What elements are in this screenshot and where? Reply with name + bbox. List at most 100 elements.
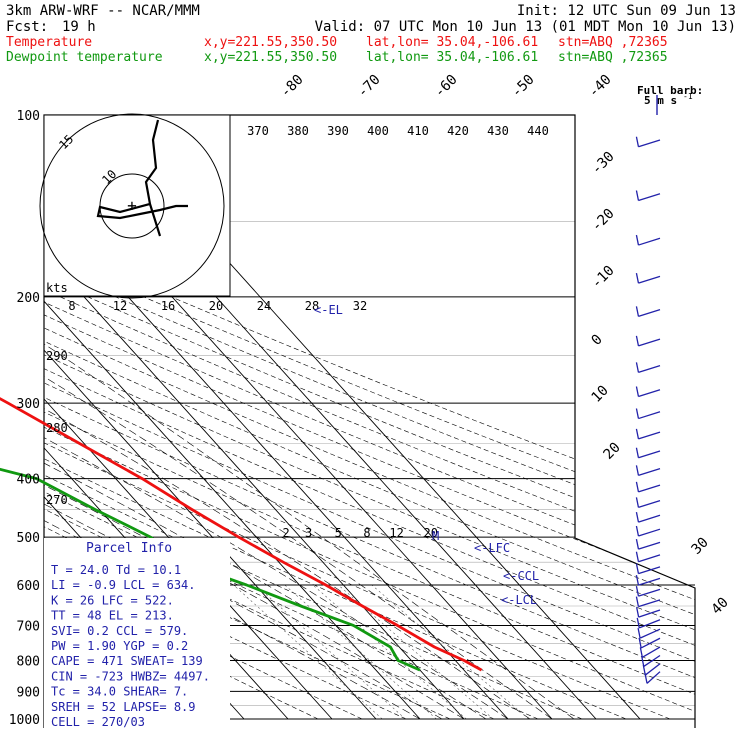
parcel-info-title: Parcel Info: [86, 541, 172, 556]
theta-label: 400: [367, 124, 389, 138]
dry-adiabat: [44, 115, 627, 720]
wind-barb-feather: [636, 617, 640, 628]
mixing-ratio-label: 20: [424, 526, 438, 540]
parcel-info-row: K = 26 LFC = 522.: [51, 593, 174, 607]
ccl-marker: <-CCL: [503, 569, 539, 583]
pressure-label: 400: [17, 473, 40, 488]
isotherm-label: -40: [586, 72, 615, 101]
dry-adiabat: [44, 115, 695, 720]
wind-barb-feather: [635, 428, 640, 440]
pressure-label: 600: [17, 579, 40, 594]
dew-latlon: lat,lon= 35.04,-106.61: [366, 50, 539, 65]
wind-barb-feather: [635, 136, 640, 147]
wind-barb: [643, 654, 661, 667]
wind-barb-feather: [635, 273, 640, 284]
wind-barb: [638, 389, 661, 398]
mixing-ratio-line: [233, 584, 383, 720]
wind-barb: [638, 411, 661, 420]
wind-barb-feather: [639, 647, 643, 658]
barb-legend-title: Full barb:: [637, 84, 703, 97]
isotherm-label: 10: [589, 383, 612, 406]
wind-barb-feather: [644, 673, 648, 684]
mixing-ratio-label: 2: [282, 526, 289, 540]
isotherm-label: 0: [589, 332, 606, 349]
hodograph-x-label: 24: [257, 299, 271, 313]
dry-adiabat: [44, 115, 363, 720]
parcel-info-row: T = 24.0 Td = 10.1: [51, 563, 181, 577]
wind-barb-feather: [635, 335, 640, 347]
mixing-ratio-line: [284, 584, 437, 720]
wind-barb: [639, 628, 661, 639]
lcl-marker: <-LCL: [501, 593, 537, 607]
mixing-ratio-label: 5: [335, 526, 342, 540]
parcel-info-row: Tc = 34.0 SHEAR= 7.: [51, 685, 188, 699]
wind-barb: [644, 663, 661, 676]
parcel-info-row: CAPE = 471 SWEAT= 139: [51, 654, 203, 668]
dry-adiabat: [44, 115, 695, 720]
wind-barb: [638, 450, 661, 459]
parcel-info-row: CIN = -723 HWBZ= 4497.: [51, 669, 210, 683]
theta-label: 430: [487, 124, 509, 138]
valid-time: Valid: 07 UTC Mon 10 Jun 13 (01 MDT Mon …: [314, 19, 736, 35]
wind-barb: [638, 609, 661, 618]
lfc-marker: <-LFC: [474, 541, 510, 555]
wind-barb-feather: [635, 447, 640, 458]
legend-temperature: Temperature: [6, 35, 93, 50]
isotherm-line: [44, 115, 333, 720]
init-time: Init: 12 UTC Sun 09 Jun 13: [516, 3, 736, 19]
wind-barb: [640, 637, 661, 649]
wind-barb: [638, 577, 661, 586]
mixing-ratio-label: 12: [389, 526, 403, 540]
barb-legend-units: 5 m s: [644, 94, 677, 107]
temp-station: stn=ABQ ,72365: [558, 35, 668, 50]
pressure-label: 100: [17, 109, 40, 124]
wind-barb-feather: [635, 481, 640, 493]
parcel-info-row: LI = -0.9 LCL = 634.: [51, 578, 196, 592]
el-marker: <-EL: [314, 303, 343, 317]
hodograph-x-label: 20: [209, 299, 223, 313]
wind-barb: [638, 484, 661, 493]
wind-barb-feather: [635, 596, 640, 607]
wind-barb-feather: [635, 525, 640, 537]
isotherm-label: -80: [278, 72, 307, 101]
wind-barb: [638, 514, 661, 523]
wind-barb: [638, 431, 661, 440]
isotherm-label: -60: [432, 72, 461, 101]
wind-barb-feather: [635, 551, 640, 562]
theta-label: 440: [527, 124, 549, 138]
pressure-label: 800: [17, 654, 40, 669]
pressure-label: 700: [17, 619, 40, 634]
pressure-label: 1000: [9, 713, 40, 728]
wind-barb: [638, 365, 661, 374]
wind-barb-feather: [635, 234, 640, 246]
wind-barb-feather: [635, 575, 640, 586]
parcel-info-row: SVI= 0.2 CCL = 579.: [51, 624, 188, 638]
wind-barb-feather: [635, 306, 640, 317]
theta-label: 420: [447, 124, 469, 138]
isotherm-label: -30: [589, 149, 618, 178]
wind-barb: [638, 193, 661, 202]
temperature-profile: [0, 397, 483, 672]
hodograph-x-label: 28: [305, 299, 319, 313]
wind-barb-feather: [635, 607, 640, 618]
temp-xy: x,y=221.55,350.50: [204, 35, 338, 50]
mixing-ratio-line: [255, 584, 406, 720]
wind-barb: [638, 566, 661, 575]
theta-label: 270: [46, 493, 68, 507]
pressure-label: 900: [17, 685, 40, 700]
wind-barb: [638, 275, 661, 284]
wind-barb: [638, 588, 661, 597]
barb-legend-exp: -1: [683, 92, 693, 101]
parcel-info-box: [44, 538, 230, 728]
hodograph-box: [43, 114, 231, 297]
isotherm-line: [44, 115, 377, 720]
wind-barb: [638, 467, 661, 477]
wind-barb-feather: [635, 497, 640, 508]
hodograph-ring: [39, 113, 225, 299]
dry-adiabat: [44, 115, 539, 720]
wind-barb-feather: [638, 637, 642, 649]
isotherm-label: 30: [689, 535, 712, 558]
wind-barb: [638, 237, 661, 246]
